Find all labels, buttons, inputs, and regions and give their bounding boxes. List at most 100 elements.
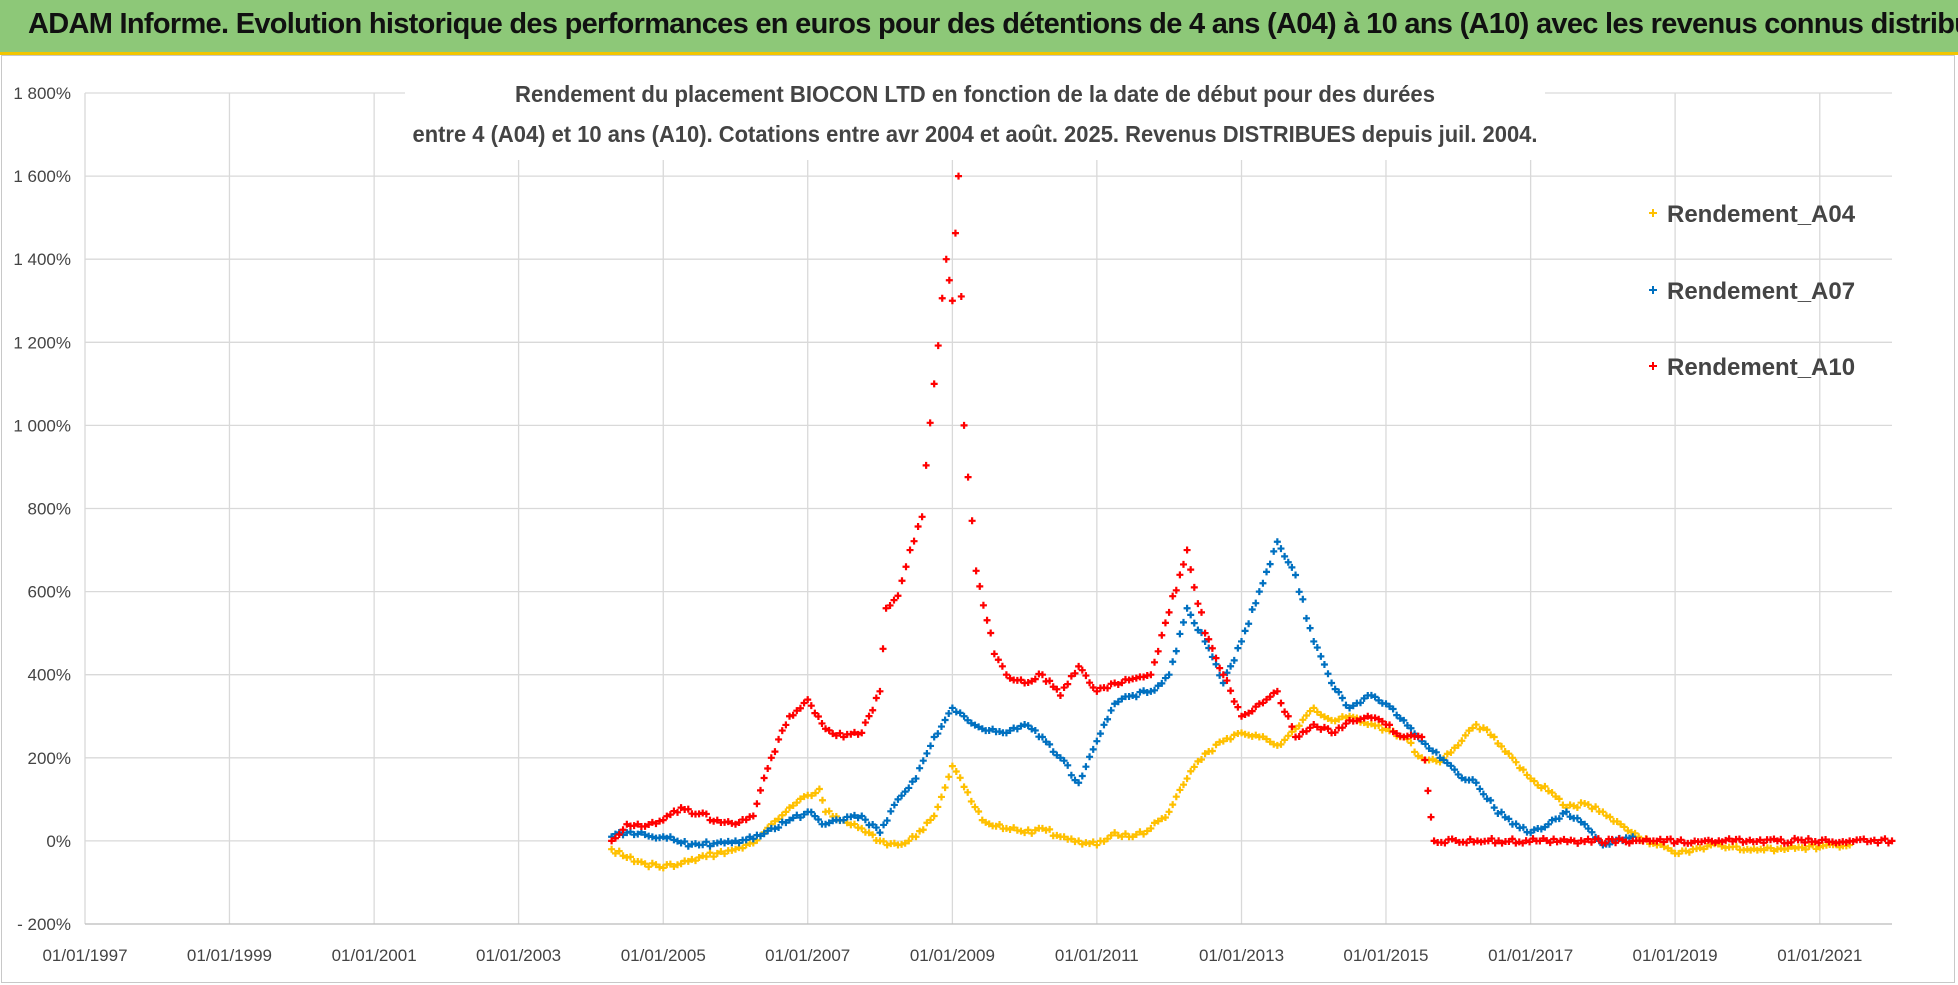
data-marker — [1154, 817, 1162, 825]
data-marker — [724, 818, 732, 826]
data-marker — [1013, 725, 1021, 733]
data-marker — [1017, 722, 1025, 730]
data-point — [1581, 800, 1589, 808]
data-point — [1021, 829, 1029, 837]
data-marker — [1461, 731, 1469, 739]
data-marker — [782, 721, 790, 729]
data-marker — [1342, 720, 1350, 728]
data-marker — [789, 802, 797, 810]
data-marker — [1335, 715, 1343, 723]
data-point — [677, 839, 685, 847]
data-marker — [1612, 839, 1620, 847]
data-point — [1400, 716, 1408, 724]
data-point — [677, 804, 685, 812]
data-marker — [1537, 784, 1545, 792]
data-point — [1165, 671, 1173, 679]
data-marker — [1530, 826, 1538, 834]
data-marker — [1060, 833, 1068, 841]
data-marker — [710, 853, 718, 861]
data-marker — [879, 645, 887, 653]
data-marker — [1566, 813, 1574, 821]
data-marker — [1342, 701, 1350, 709]
data-marker — [1248, 732, 1256, 740]
data-marker — [1378, 726, 1386, 734]
data-point — [960, 421, 968, 429]
data-marker — [1613, 818, 1621, 825]
data-marker — [1777, 835, 1785, 843]
data-marker — [1443, 750, 1451, 758]
data-point — [955, 172, 963, 180]
data-marker — [634, 820, 642, 828]
legend: Rendement_A04 Rendement_A07 Rendement_A10 — [1649, 201, 1856, 381]
series-Rendement_A04 — [608, 704, 1854, 872]
data-marker — [1114, 698, 1122, 706]
data-point — [912, 833, 920, 841]
data-marker — [728, 846, 736, 854]
data-marker — [684, 805, 692, 813]
data-marker — [902, 563, 910, 571]
data-marker — [619, 852, 627, 860]
data-marker — [1512, 839, 1520, 847]
data-marker — [916, 764, 924, 772]
data-marker — [1396, 714, 1404, 722]
data-marker — [645, 820, 653, 828]
data-marker — [1169, 658, 1177, 666]
series-Rendement_A07 — [608, 538, 1637, 850]
data-marker — [1411, 748, 1419, 756]
data-marker — [1469, 776, 1477, 784]
data-marker — [1787, 838, 1795, 846]
data-marker — [1017, 827, 1025, 835]
data-marker — [1006, 674, 1014, 682]
data-marker — [1190, 619, 1198, 627]
data-marker — [1060, 757, 1068, 765]
data-marker — [1263, 735, 1271, 743]
data-marker — [630, 822, 638, 830]
data-marker — [1700, 845, 1708, 853]
data-point — [840, 816, 848, 824]
data-marker — [1849, 838, 1857, 846]
data-marker — [901, 839, 909, 847]
data-marker — [1104, 684, 1112, 692]
data-marker — [836, 729, 844, 737]
data-marker — [1104, 715, 1112, 723]
data-marker — [1140, 687, 1148, 695]
data-marker — [910, 537, 918, 545]
data-marker — [1158, 631, 1166, 639]
data-marker — [1440, 756, 1448, 764]
data-marker — [1172, 647, 1180, 655]
data-marker — [1476, 785, 1484, 793]
data-point — [1430, 837, 1438, 845]
data-marker — [1375, 715, 1383, 723]
data-marker — [1306, 707, 1314, 715]
data-marker — [619, 826, 627, 834]
data-point — [608, 845, 616, 853]
data-marker — [1488, 835, 1496, 843]
data-marker — [1487, 796, 1495, 804]
data-marker — [1335, 688, 1343, 696]
y-tick-label: 1 400% — [13, 250, 71, 269]
data-marker — [898, 792, 906, 800]
data-marker — [1248, 707, 1256, 715]
data-marker — [702, 853, 710, 861]
data-marker — [648, 859, 656, 867]
data-marker — [760, 830, 768, 838]
data-marker — [998, 662, 1006, 670]
data-marker — [919, 826, 927, 834]
data-marker — [1194, 757, 1202, 765]
data-marker — [670, 836, 678, 844]
data-point — [1310, 637, 1318, 645]
data-marker — [1295, 588, 1303, 596]
data-marker — [1588, 805, 1596, 813]
data-marker — [1429, 755, 1437, 763]
data-point — [1490, 804, 1498, 812]
data-marker — [1860, 835, 1868, 843]
data-point — [1075, 662, 1083, 670]
data-marker — [1501, 747, 1509, 755]
data-marker — [869, 831, 877, 839]
data-marker — [1447, 762, 1455, 770]
data-marker — [1448, 835, 1456, 843]
data-point — [972, 567, 980, 575]
data-marker — [937, 723, 945, 731]
data-marker — [887, 807, 895, 815]
data-marker — [1541, 782, 1549, 790]
